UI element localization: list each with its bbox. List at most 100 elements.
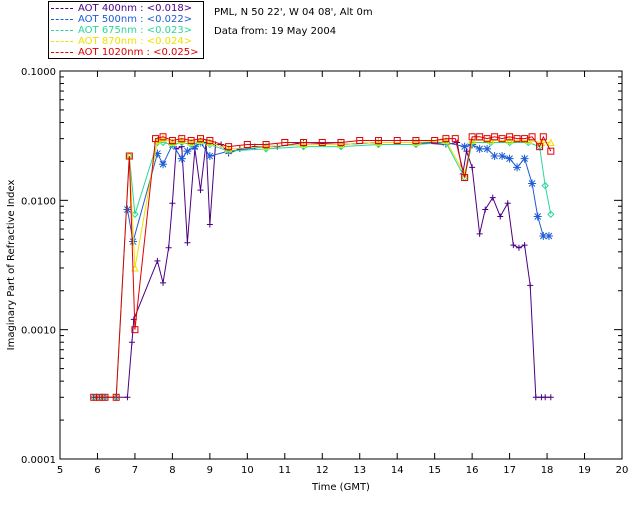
x-tick-label: 18 <box>541 465 554 476</box>
data-point <box>262 142 270 151</box>
data-point <box>547 210 555 218</box>
data-point <box>482 206 489 213</box>
x-tick-label: 8 <box>169 465 175 476</box>
data-point <box>374 138 383 147</box>
data-point <box>490 152 499 161</box>
x-tick-label: 13 <box>353 465 366 476</box>
x-tick-label: 9 <box>207 465 213 476</box>
data-point <box>483 135 491 143</box>
data-point <box>168 138 177 147</box>
data-point <box>513 163 522 172</box>
data-point <box>533 212 542 221</box>
data-point <box>431 137 439 145</box>
legend-item-1020nm: AOT 1020nm : <0.025> <box>51 47 198 58</box>
data-point <box>281 139 289 147</box>
data-point <box>461 174 469 182</box>
legend-item-400nm: AOT 400nm : <0.018> <box>51 3 192 14</box>
data-point <box>510 242 517 249</box>
data-point <box>537 138 546 147</box>
data-point <box>190 142 199 151</box>
legend-label-500nm: AOT 500nm : <0.022> <box>78 14 193 25</box>
data-point <box>506 133 514 141</box>
data-point <box>521 242 528 249</box>
legend-label-400nm: AOT 400nm : <0.018> <box>78 3 193 14</box>
data-point <box>541 181 549 190</box>
data-point <box>539 133 547 141</box>
data-point <box>337 140 345 149</box>
data-point <box>159 134 167 143</box>
data-point <box>159 133 167 141</box>
data-point <box>206 138 214 147</box>
legend: AOT 400nm : <0.018> AOT 500nm : <0.022> … <box>48 1 204 59</box>
data-point <box>475 144 484 153</box>
legend-swatch-500nm <box>51 18 73 20</box>
data-point <box>206 221 213 228</box>
series-line <box>93 141 552 398</box>
x-tick-label: 7 <box>132 465 138 476</box>
data-point <box>206 137 214 145</box>
legend-label-1020nm: AOT 1020nm : <0.025> <box>78 47 199 58</box>
data-point <box>183 147 192 156</box>
x-tick-label: 12 <box>316 465 329 476</box>
legend-label-870nm: AOT 870nm : <0.024> <box>78 36 193 47</box>
data-point <box>374 137 382 145</box>
series-1 <box>123 138 553 246</box>
series-line <box>93 135 552 398</box>
data-point <box>393 137 401 145</box>
x-tick-label: 17 <box>503 465 516 476</box>
series-0 <box>90 139 554 401</box>
data-point <box>262 141 270 149</box>
data-point <box>498 135 506 143</box>
data-point <box>521 135 529 143</box>
y-tick-label: 0.0010 <box>21 326 56 337</box>
series-line <box>93 141 551 398</box>
data-point <box>318 139 326 147</box>
plot-frame <box>59 70 623 460</box>
data-point <box>505 154 514 163</box>
data-point <box>412 137 420 145</box>
data-point <box>487 136 495 145</box>
data-point <box>165 244 172 251</box>
data-point <box>154 257 161 264</box>
data-point <box>197 187 204 194</box>
y-axis: 0.0001 0.0010 0.0100 0.1000 <box>21 67 622 466</box>
data-point <box>178 143 185 150</box>
data-point <box>160 279 167 286</box>
data-point <box>205 152 214 161</box>
x-tick-label: 14 <box>391 465 404 476</box>
date-info: Data from: 19 May 2004 <box>214 26 337 37</box>
data-point <box>197 135 204 143</box>
data-point <box>442 135 450 143</box>
data-point <box>224 144 233 153</box>
data-point <box>532 394 539 401</box>
data-point <box>513 135 521 143</box>
data-point <box>128 339 135 346</box>
data-point <box>152 135 160 143</box>
data-point <box>498 152 507 161</box>
data-point <box>483 144 492 153</box>
data-point <box>528 179 537 188</box>
legend-swatch-400nm <box>51 7 73 9</box>
data-point <box>299 140 308 149</box>
data-point <box>412 138 420 147</box>
data-point <box>469 164 476 171</box>
legend-swatch-675nm <box>51 29 73 31</box>
data-point <box>177 136 186 145</box>
series-line <box>126 141 549 242</box>
data-point <box>337 139 345 147</box>
x-tick-label: 10 <box>241 465 254 476</box>
data-point <box>356 137 364 145</box>
y-tick-label: 0.1000 <box>21 67 56 78</box>
data-point <box>547 147 555 155</box>
data-point <box>159 160 168 169</box>
data-point <box>196 136 205 145</box>
data-point <box>169 200 176 207</box>
data-point <box>101 393 109 401</box>
x-tick-label: 16 <box>466 465 479 476</box>
data-point <box>153 149 162 158</box>
x-axis-label: Time (GMT) <box>311 482 370 493</box>
data-point <box>243 141 251 149</box>
y-tick-label: 0.0001 <box>21 455 56 466</box>
data-point <box>125 152 133 160</box>
data-point <box>129 237 138 246</box>
